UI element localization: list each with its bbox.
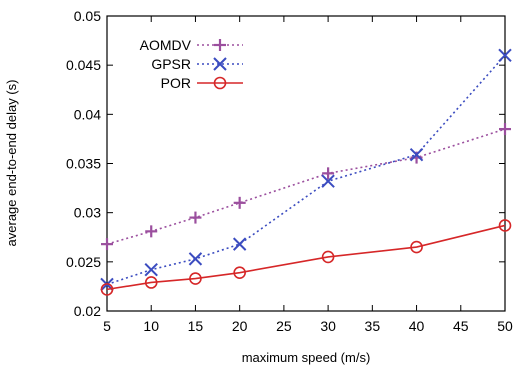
legend-item-por: POR <box>161 75 243 91</box>
data-point-aomdv <box>145 225 158 238</box>
data-point-gpsr <box>232 237 247 251</box>
series-line-por <box>106 224 506 291</box>
data-point-aomdv <box>322 167 335 180</box>
x-tick-label: 25 <box>276 318 292 334</box>
y-tick-label: 0.02 <box>74 303 101 319</box>
x-tick-label: 15 <box>188 318 204 334</box>
x-tick-label: 30 <box>320 318 336 334</box>
x-tick-label: 35 <box>365 318 381 334</box>
legend-marker <box>214 39 226 51</box>
series-line-aomdv <box>106 128 506 245</box>
y-axis-label: average end-to-end delay (s) <box>4 80 19 247</box>
data-point-aomdv <box>499 123 511 136</box>
y-tick-label: 0.045 <box>66 57 101 73</box>
data-point-gpsr <box>498 48 512 63</box>
legend-marker <box>213 76 227 90</box>
x-axis-ticks: 5 10 15 20 25 30 35 40 45 50 <box>103 16 513 334</box>
data-point-por <box>498 219 512 232</box>
series-por <box>100 219 512 296</box>
series-layer <box>100 48 512 296</box>
data-point-por <box>100 283 114 296</box>
data-point-aomdv <box>189 211 202 224</box>
data-point-gpsr <box>188 252 203 266</box>
y-axis-ticks: 0.02 0.025 0.03 0.035 0.04 0.045 0.05 <box>66 8 505 319</box>
x-tick-label: 50 <box>497 318 513 334</box>
legend-marker <box>213 57 227 71</box>
legend-label: POR <box>161 75 191 91</box>
legend-label: GPSR <box>151 56 191 72</box>
x-axis-label: maximum speed (m/s) <box>242 350 371 365</box>
legend-label: AOMDV <box>140 37 192 53</box>
data-point-aomdv <box>101 238 113 251</box>
data-point-por <box>233 266 246 279</box>
y-tick-label: 0.05 <box>74 8 101 24</box>
data-point-por <box>144 276 158 289</box>
data-point-por <box>410 240 423 254</box>
series-aomdv <box>101 123 511 251</box>
y-tick-label: 0.04 <box>74 106 101 122</box>
data-point-gpsr <box>321 174 335 188</box>
x-tick-label: 5 <box>103 318 111 334</box>
y-tick-label: 0.03 <box>74 205 101 221</box>
data-point-por <box>189 272 202 285</box>
data-point-gpsr <box>409 147 424 162</box>
data-point-aomdv <box>233 196 246 209</box>
legend: AOMDV GPSR POR <box>140 37 243 91</box>
y-tick-label: 0.025 <box>66 254 101 270</box>
y-tick-label: 0.035 <box>66 156 101 172</box>
series-gpsr <box>100 48 512 292</box>
x-tick-label: 10 <box>143 318 159 334</box>
legend-item-aomdv: AOMDV <box>140 37 243 53</box>
x-tick-label: 40 <box>409 318 425 334</box>
x-tick-label: 20 <box>232 318 248 334</box>
data-point-por <box>321 250 335 264</box>
data-point-gpsr <box>144 262 158 277</box>
x-tick-label: 45 <box>453 318 469 334</box>
legend-item-gpsr: GPSR <box>151 56 243 72</box>
